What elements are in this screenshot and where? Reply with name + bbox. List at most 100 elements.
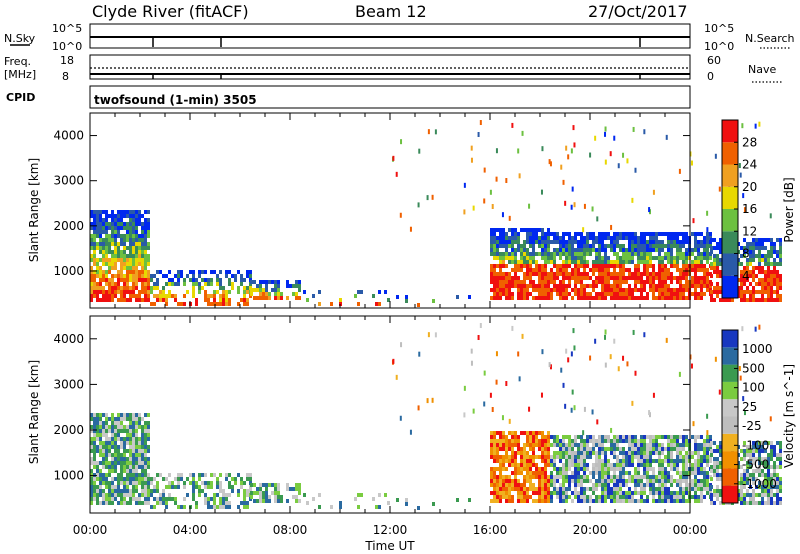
velocity-cell <box>598 499 601 503</box>
velocity-cell <box>141 477 144 481</box>
power-cell <box>544 264 547 268</box>
power-cell <box>526 272 529 276</box>
power-cell <box>547 228 550 232</box>
power-cell <box>664 284 667 288</box>
velocity-cell <box>752 493 755 497</box>
power-cell <box>135 270 138 274</box>
velocity-cell <box>120 421 123 425</box>
velocity-cell <box>604 479 607 483</box>
power-cell <box>664 264 667 268</box>
velocity-cell <box>758 441 761 445</box>
power-cell <box>207 294 210 298</box>
velocity-cell <box>764 441 767 445</box>
velocity-cell <box>547 491 550 495</box>
power-cell <box>679 284 682 288</box>
velocity-cell <box>225 505 228 509</box>
power-cell <box>655 296 658 300</box>
power-cell <box>604 256 607 260</box>
power-cell <box>713 254 716 258</box>
power-cell <box>499 284 502 288</box>
velocity-cell <box>505 381 508 387</box>
velocity-cell <box>195 481 198 485</box>
velocity-cell <box>111 421 114 425</box>
power-cell <box>628 288 631 292</box>
power-cell <box>201 286 204 290</box>
velocity-cell <box>655 451 658 455</box>
velocity-cell <box>604 451 607 455</box>
velocity-cell <box>631 491 634 495</box>
velocity-cell <box>592 463 595 467</box>
velocity-cell <box>571 439 574 443</box>
power-cell <box>592 244 595 248</box>
power-cell <box>490 252 493 256</box>
power-cell <box>547 236 550 240</box>
velocity-cell <box>120 445 123 449</box>
velocity-cell <box>706 455 709 459</box>
velocity-cell <box>135 461 138 465</box>
power-cell <box>770 250 773 254</box>
power-cell <box>520 264 523 268</box>
power-cell <box>749 270 752 274</box>
velocity-cell <box>625 479 628 483</box>
power-cell <box>99 246 102 250</box>
power-cell <box>105 214 108 218</box>
power-cell <box>743 294 746 298</box>
power-cell <box>716 266 719 270</box>
velocity-cell <box>595 467 598 471</box>
power-cell <box>573 202 576 208</box>
power-cell <box>667 240 670 244</box>
power-cell <box>548 159 551 165</box>
velocity-cell <box>713 465 716 469</box>
power-cell <box>201 278 204 282</box>
velocity-cell <box>592 443 595 447</box>
power-cell <box>607 276 610 280</box>
velocity-cell <box>505 451 508 455</box>
power-cell <box>129 222 132 226</box>
power-cell <box>694 296 697 300</box>
power-cell <box>147 298 150 302</box>
power-cell <box>703 236 706 240</box>
velocity-cell <box>565 459 568 463</box>
power-cell <box>658 232 661 236</box>
power-cell <box>265 288 268 292</box>
power-cell <box>574 288 577 292</box>
velocity-cell <box>661 479 664 483</box>
power-cell <box>604 244 607 248</box>
power-cell <box>111 286 114 290</box>
power-cell <box>216 290 219 294</box>
velocity-cell <box>132 473 135 477</box>
velocity-cell <box>580 451 583 455</box>
velocity-cell <box>132 485 135 489</box>
power-cell <box>743 238 746 242</box>
velocity-cell <box>204 473 207 477</box>
power-cell <box>604 288 607 292</box>
freq-tick-top: 18 <box>60 54 74 67</box>
power-cell <box>568 272 571 276</box>
velocity-cell <box>520 451 523 455</box>
velocity-cell <box>96 497 99 501</box>
power-cell <box>123 210 126 214</box>
power-cell <box>749 250 752 254</box>
power-cell <box>580 288 583 292</box>
power-cell <box>96 282 99 286</box>
power-cell <box>168 270 171 274</box>
power-cell <box>664 296 667 300</box>
velocity-cell <box>610 447 613 451</box>
power-cell <box>141 290 144 294</box>
velocity-cell <box>716 465 719 469</box>
power-cell <box>604 252 607 256</box>
velocity-cell <box>758 453 761 457</box>
velocity-cell <box>719 489 722 493</box>
velocity-cell <box>517 491 520 495</box>
power-cell <box>655 256 658 260</box>
velocity-cell <box>520 467 523 471</box>
velocity-cell <box>138 481 141 485</box>
power-cell <box>658 264 661 268</box>
velocity-cell <box>622 483 625 487</box>
power-cell <box>120 254 123 258</box>
power-cell <box>192 282 195 286</box>
power-cell <box>505 252 508 256</box>
power-cell <box>256 288 259 292</box>
power-cell <box>90 238 93 242</box>
freq-tick-bottom: 8 <box>62 70 69 83</box>
